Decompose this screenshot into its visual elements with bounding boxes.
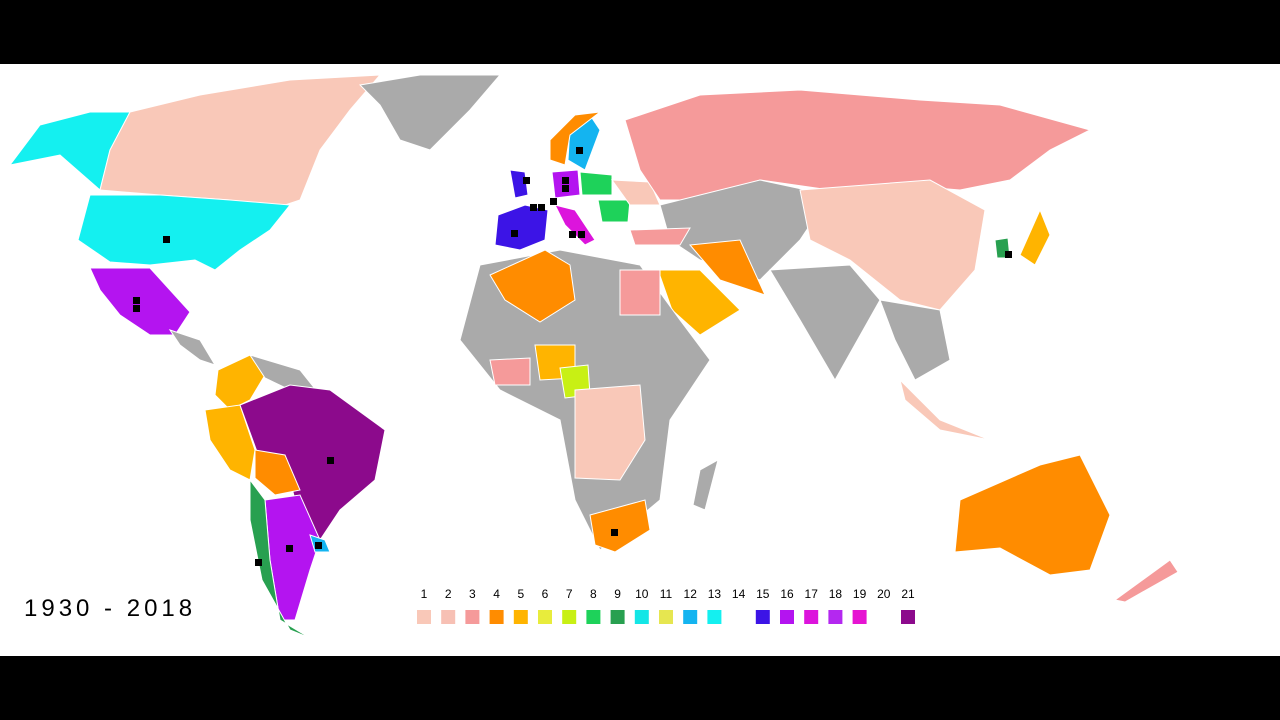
legend: 1 2 3 4 5 6 7 8 9 10 11 12 13 14 15 16 17 18 19 20 21 [417, 587, 915, 624]
new-zealand [1113, 559, 1179, 603]
legend-swatch [683, 610, 698, 624]
legend-label: 1 [421, 587, 428, 601]
poland [579, 171, 613, 196]
central-africa [574, 384, 646, 481]
host-marker [1005, 251, 1012, 258]
legend-label: 4 [493, 587, 500, 601]
host-marker [133, 305, 140, 312]
indonesia [899, 378, 991, 441]
legend-swatch [489, 610, 504, 624]
legend-swatch [804, 610, 819, 624]
usa [77, 194, 291, 271]
host-marker [255, 559, 262, 566]
madagascar [692, 458, 719, 511]
central-america [168, 329, 217, 366]
legend-label: 7 [566, 587, 573, 601]
host-marker [327, 457, 334, 464]
legend-swatch [562, 610, 577, 624]
turkey [629, 227, 691, 246]
algeria [489, 249, 576, 323]
host-marker [511, 230, 518, 237]
chile [249, 478, 311, 639]
host-marker [163, 236, 170, 243]
host-marker [538, 204, 545, 211]
legend-label: 5 [517, 587, 524, 601]
legend-label: 9 [614, 587, 621, 601]
year-range: 1930 - 2018 [24, 595, 196, 622]
legend-label: 8 [590, 587, 597, 601]
legend-label: 10 [635, 587, 649, 601]
host-marker [562, 177, 569, 184]
legend-swatch [659, 610, 673, 624]
west-africa [489, 357, 531, 386]
legend-label: 2 [445, 587, 452, 601]
host-marker [569, 231, 576, 238]
australia [954, 454, 1111, 576]
legend-label: 13 [708, 587, 722, 601]
india [769, 264, 881, 382]
southeast-asia [879, 299, 951, 381]
legend-label: 18 [829, 587, 843, 601]
legend-swatch [707, 610, 722, 624]
legend-label: 12 [684, 587, 698, 601]
japan [1019, 208, 1051, 266]
south-africa [589, 499, 651, 553]
legend-label: 6 [542, 587, 549, 601]
legend-label: 11 [660, 587, 673, 601]
egypt [619, 269, 661, 316]
legend-swatch [755, 610, 770, 624]
norway [549, 111, 602, 166]
spain-france [494, 204, 549, 251]
legend-swatch [780, 610, 794, 624]
legend-label: 14 [732, 587, 746, 601]
legend-label: 19 [853, 587, 867, 601]
greenland [358, 74, 502, 151]
legend-label: 16 [780, 587, 794, 601]
host-marker [550, 198, 557, 205]
saudi-arabia [657, 269, 741, 336]
legend-swatch [610, 610, 625, 624]
legend-label: 20 [877, 587, 891, 601]
legend-swatch [465, 610, 480, 624]
host-marker [286, 545, 293, 552]
legend-label: 15 [756, 587, 770, 601]
legend-label: 3 [469, 587, 476, 601]
balkans [597, 199, 631, 223]
legend-swatch [852, 610, 867, 624]
host-marker [611, 529, 618, 536]
host-marker [562, 185, 569, 192]
legend-swatch [513, 610, 528, 624]
host-marker [530, 204, 537, 211]
host-marker [576, 147, 583, 154]
legend-label: 17 [805, 587, 819, 601]
world-map [8, 74, 1179, 639]
legend-swatch [634, 610, 649, 624]
host-marker [315, 542, 322, 549]
legend-swatch [828, 610, 843, 624]
host-marker [523, 177, 530, 184]
legend-swatch [417, 610, 431, 624]
bolivia [254, 449, 301, 496]
host-markers [133, 147, 1012, 566]
host-marker [578, 231, 585, 238]
legend-swatch [586, 610, 601, 624]
host-marker [133, 297, 140, 304]
legend-swatch [538, 610, 552, 624]
iran [688, 239, 766, 296]
legend-swatch [901, 610, 915, 624]
legend-label: 21 [901, 587, 915, 601]
legend-swatch [441, 610, 456, 624]
